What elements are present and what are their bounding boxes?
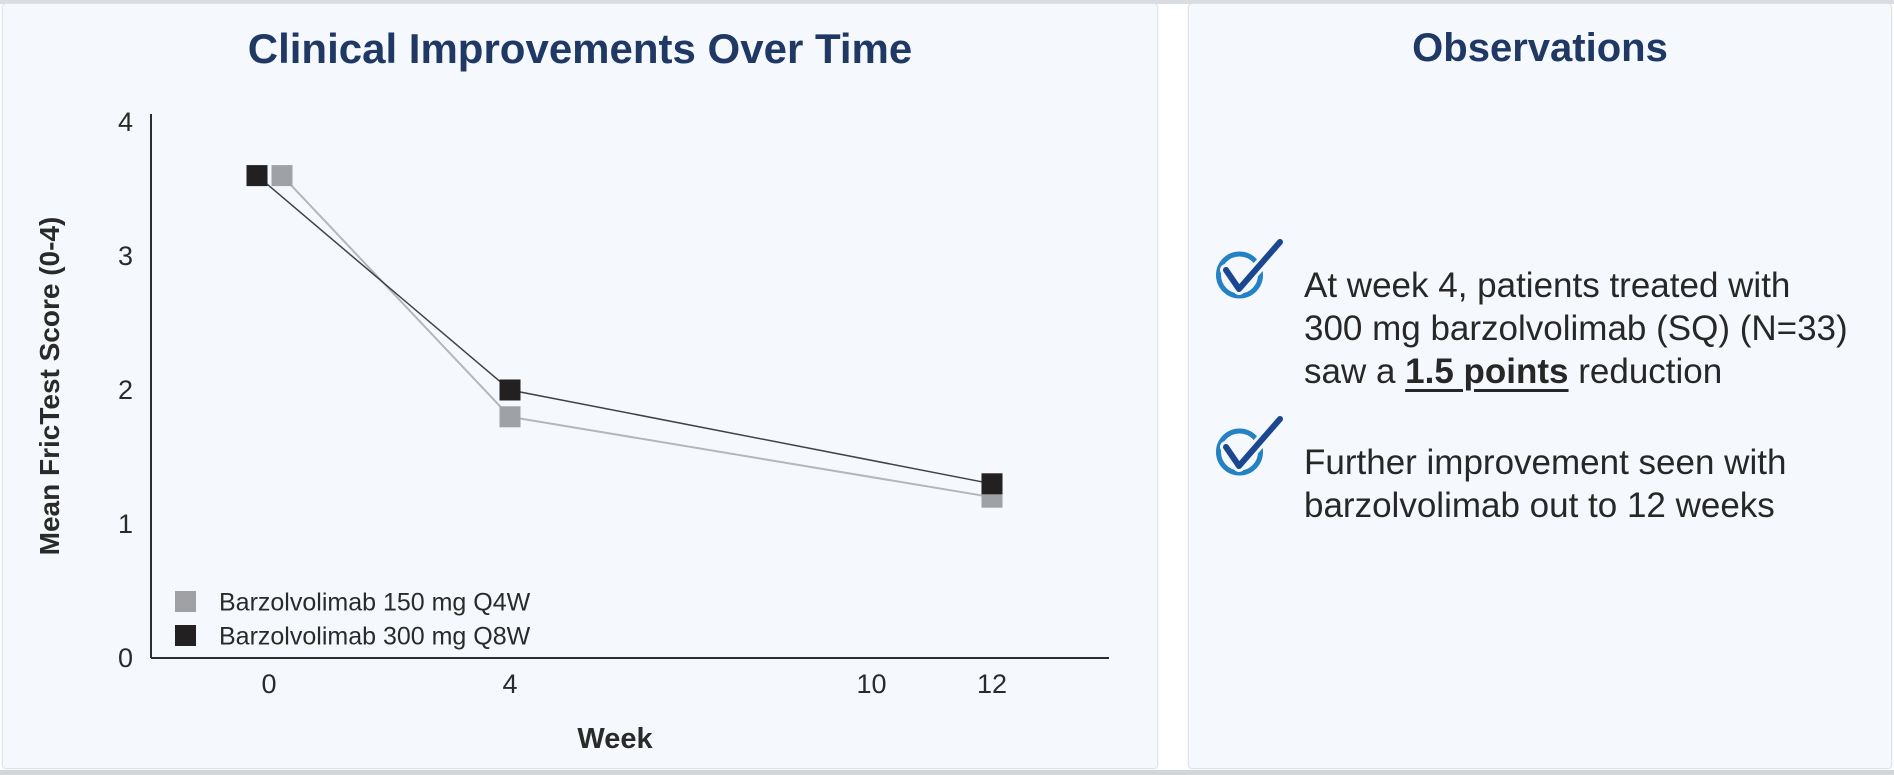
observation-text: At week 4, patients treated with 300 mg b… <box>1304 264 1848 393</box>
x-tick-labels: 0 4 10 12 <box>261 669 1007 699</box>
text-segment: barzolvolimab out to 12 weeks <box>1304 486 1775 525</box>
y-tick-label: 0 <box>118 643 133 673</box>
check-circle-icon <box>1215 236 1286 302</box>
series-line <box>256 175 993 485</box>
observations-panel: Observations At week 4, patients treated… <box>1188 3 1892 769</box>
text-segment: 300 mg barzolvolimab (SQ) (N=33) <box>1304 309 1848 348</box>
observation-text: Further improvement seen with barzolvolim… <box>1304 441 1786 527</box>
window-bottom-edge <box>0 770 1894 775</box>
data-point-marker <box>981 473 1003 495</box>
window-top-edge <box>0 0 1894 4</box>
legend-label: Barzolvolimab 300 mg Q8W <box>219 623 531 651</box>
x-tick-label: 4 <box>502 669 517 699</box>
legend: Barzolvolimab 150 mg Q4W Barzolvolimab 30… <box>175 589 531 651</box>
legend-swatch <box>175 591 196 612</box>
y-tick-label: 2 <box>118 375 133 405</box>
text-segment: saw a <box>1304 352 1406 391</box>
y-tick-label: 1 <box>118 509 133 539</box>
x-axis-title: Week <box>577 723 653 755</box>
legend-swatch <box>175 625 196 646</box>
text-segment: reduction <box>1568 352 1723 391</box>
check-circle-icon <box>1216 236 1286 299</box>
data-point-marker <box>499 406 521 428</box>
series-300mg-q8w <box>246 165 1003 495</box>
x-tick-label: 12 <box>977 669 1007 699</box>
y-tick-label: 3 <box>118 241 133 271</box>
x-tick-label: 0 <box>261 669 276 699</box>
observations-bullet-list: At week 4, patients treated with 300 mg b… <box>1215 236 1865 527</box>
observation-item: Further improvement seen with barzolvolim… <box>1215 413 1865 527</box>
axes <box>150 114 1109 659</box>
chart-panel-title: Clinical Improvements Over Time <box>247 25 913 72</box>
series-150mg-q4w <box>271 165 1003 508</box>
data-point-marker <box>246 165 268 187</box>
text-segment: At week 4, patients treated with <box>1304 266 1791 305</box>
legend-label: Barzolvolimab 150 mg Q4W <box>219 589 531 617</box>
x-tick-label: 10 <box>856 669 886 699</box>
highlighted-value: 1.5 points <box>1405 352 1569 391</box>
text-segment: Further improvement seen with <box>1304 443 1787 482</box>
check-circle-icon <box>1216 413 1286 476</box>
observations-title: Observations <box>1412 26 1668 70</box>
y-tick-labels: 0 1 2 3 4 <box>118 107 133 673</box>
y-axis-title: Mean FricTest Score (0-4) <box>34 217 65 556</box>
data-point-marker <box>499 379 521 401</box>
observation-item: At week 4, patients treated with 300 mg b… <box>1215 236 1865 393</box>
series-line <box>281 174 993 499</box>
data-point-marker <box>271 165 293 187</box>
y-tick-label: 4 <box>118 107 133 137</box>
check-circle-icon <box>1215 413 1286 479</box>
